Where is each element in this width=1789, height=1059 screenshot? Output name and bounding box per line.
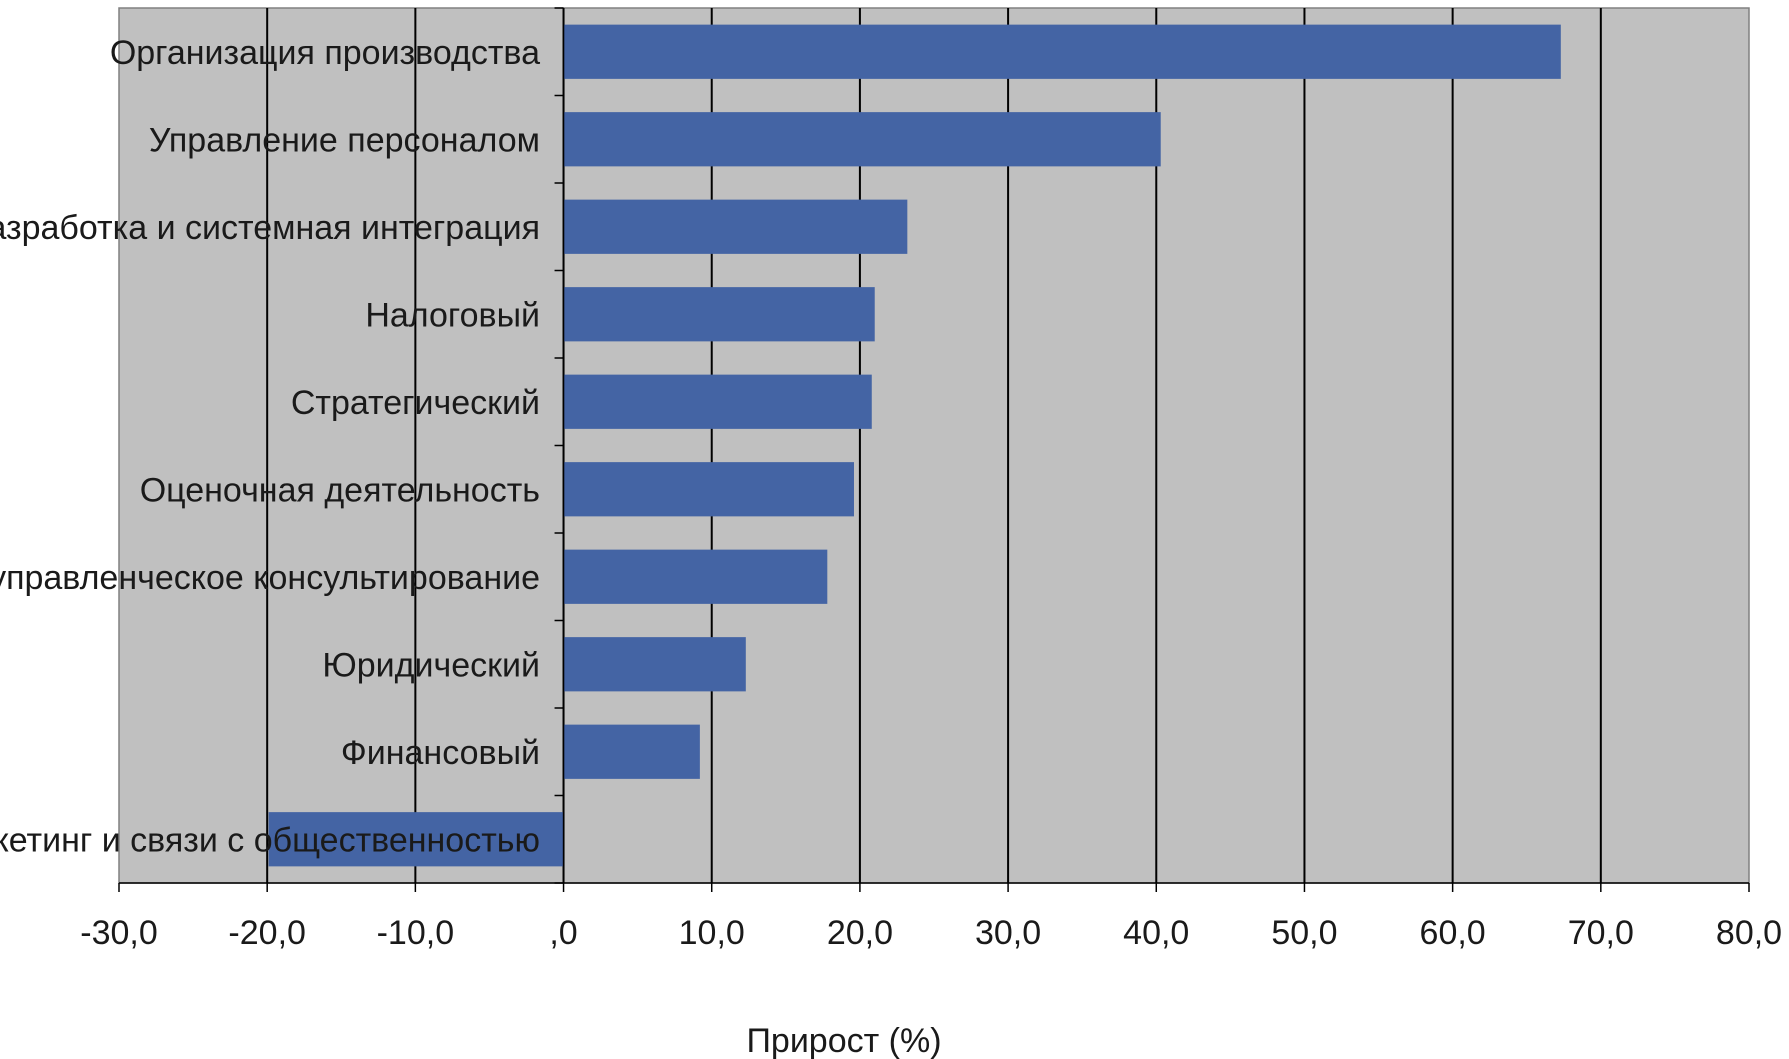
category-label: Стратегический bbox=[291, 384, 540, 422]
category-label: Оценочная деятельность bbox=[140, 471, 540, 509]
category-label: Налоговый bbox=[365, 296, 540, 334]
bar-layer bbox=[268, 24, 1561, 867]
x-tick-label: 20,0 bbox=[827, 914, 893, 952]
category-label: Финансовый bbox=[341, 734, 540, 772]
grid-layer bbox=[266, 8, 1602, 883]
category-label: Управление персоналом bbox=[149, 121, 540, 159]
x-axis-title: Прирост (%) bbox=[746, 1022, 941, 1059]
x-tick-label: 60,0 bbox=[1420, 914, 1486, 952]
x-tick-label: 70,0 bbox=[1568, 914, 1634, 952]
x-tick-label: 40,0 bbox=[1123, 914, 1189, 952]
category-label: Юридический bbox=[322, 646, 540, 684]
x-tick-label: 50,0 bbox=[1271, 914, 1337, 952]
bar bbox=[563, 374, 872, 429]
x-tick-label: -20,0 bbox=[228, 914, 306, 952]
x-tick-label: -30,0 bbox=[80, 914, 158, 952]
bar bbox=[563, 462, 854, 517]
category-label: Организация производства bbox=[110, 34, 540, 72]
category-label: Маркетинг и связи с общественностью bbox=[0, 821, 540, 859]
x-tick-label: 80,0 bbox=[1716, 914, 1782, 952]
x-axis bbox=[118, 882, 1750, 892]
bar bbox=[563, 112, 1161, 167]
bar bbox=[563, 24, 1561, 79]
bar bbox=[268, 812, 564, 867]
category-label: IT-разработка и системная интеграция bbox=[0, 209, 540, 247]
x-tick-label: -10,0 bbox=[377, 914, 455, 952]
bar bbox=[563, 199, 908, 254]
x-tick-label: 30,0 bbox=[975, 914, 1041, 952]
bar bbox=[563, 637, 746, 692]
category-label: ИТ-управленческое консультирование bbox=[0, 559, 540, 597]
bar bbox=[563, 287, 875, 342]
bar bbox=[563, 724, 700, 779]
x-tick-label: 10,0 bbox=[679, 914, 745, 952]
x-tick-labels: -30,0 -20,0 -10,0 ,0 10,0 20,0 30,0 40,0 50,0 60,… bbox=[80, 914, 1782, 952]
x-tick-label: ,0 bbox=[549, 914, 577, 952]
bar bbox=[563, 549, 828, 604]
category-labels: Организация производства Управление персо… bbox=[0, 34, 540, 860]
